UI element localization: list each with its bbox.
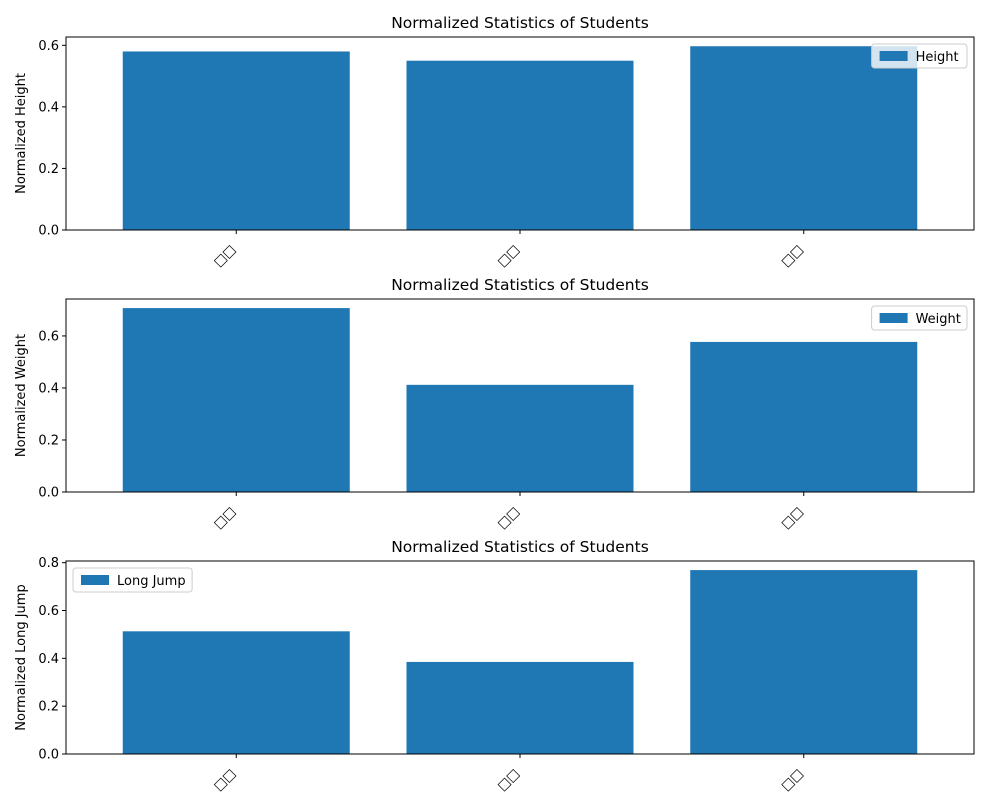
subplot-2: 0.0 0.2 0.4 0.6 □□ □□ □□ Normalized Statistics … [14,276,975,532]
bar-3-2 [406,661,634,754]
x-tick-label: □□ [495,504,523,532]
y-axis-label: Normalized Long Jump [14,584,29,730]
legend: Long Jump [72,567,193,593]
y-tick-label: 0.6 [38,39,59,54]
chart-title: Normalized Statistics of Students [391,538,649,556]
bar-2-2 [406,384,634,492]
y-tick-label: 0.0 [38,486,59,501]
chart-title: Normalized Statistics of Students [391,14,649,32]
x-tick-label: □□ [211,242,239,270]
bar-1-3 [690,46,918,230]
legend: Weight [871,305,968,331]
bar-1-1 [122,51,350,231]
x-tick-label: □□ [495,242,523,270]
y-tick-label: 0.8 [38,556,59,571]
y-tick-label: 0.0 [38,224,59,239]
subplot-1: 0.0 0.2 0.4 0.6 □□ □□ □□ Normalized Statistics … [14,14,975,270]
bar-3-3 [690,570,918,754]
legend-box [72,567,193,593]
legend-label: Long Jump [117,574,186,589]
bar-1-2 [406,60,634,231]
y-axis-label: Normalized Weight [14,334,29,457]
y-tick-label: 0.6 [38,329,59,344]
y-tick-label: 0.6 [38,604,59,619]
legend-label: Height [916,50,959,65]
y-tick-label: 0.4 [38,100,59,115]
legend-label: Weight [916,312,961,327]
x-tick-label: □□ [779,504,807,532]
x-tick-label: □□ [211,766,239,794]
y-tick-label: 0.4 [38,381,59,396]
subplots: 0.0 0.2 0.4 0.6 □□ □□ □□ Normalized Statistics … [14,14,975,794]
legend-swatch [879,313,908,323]
x-tick-label: □□ [495,766,523,794]
legend: Height [871,43,968,69]
y-tick-label: 0.2 [38,162,59,177]
x-tick-label: □□ [779,242,807,270]
legend-box [871,305,968,331]
y-tick-label: 0.4 [38,652,59,667]
bar-2-3 [690,341,918,492]
x-tick-label: □□ [779,766,807,794]
bar-3-1 [122,631,350,754]
legend-box [871,43,968,69]
y-tick-label: 0.2 [38,700,59,715]
y-tick-label: 0.2 [38,433,59,448]
subplot-3: 0.0 0.2 0.4 0.6 0.8 □□ □□ □□ Normalized Statisti… [14,538,975,794]
legend-swatch [879,51,908,61]
bar-2-1 [122,308,350,492]
y-tick-label: 0.0 [38,748,59,763]
legend-swatch [81,575,109,585]
chart-title: Normalized Statistics of Students [391,276,649,294]
y-axis-label: Normalized Height [14,73,29,194]
x-tick-label: □□ [211,504,239,532]
